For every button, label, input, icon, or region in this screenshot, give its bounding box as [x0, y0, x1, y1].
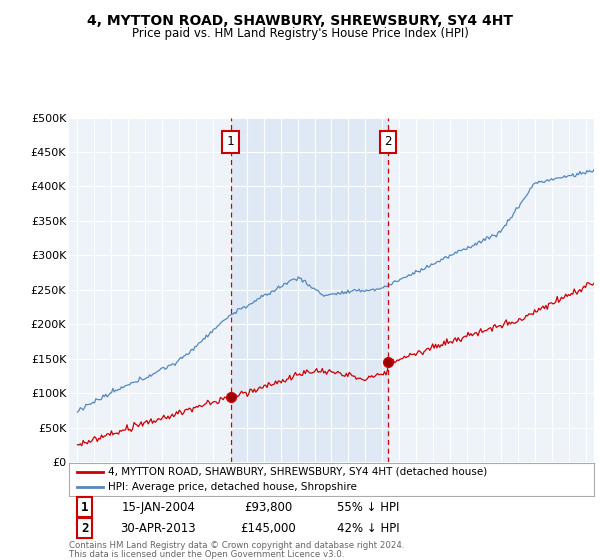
- Text: HPI: Average price, detached house, Shropshire: HPI: Average price, detached house, Shro…: [109, 483, 357, 492]
- Text: 4, MYTTON ROAD, SHAWBURY, SHREWSBURY, SY4 4HT: 4, MYTTON ROAD, SHAWBURY, SHREWSBURY, SY…: [87, 14, 513, 28]
- Text: Price paid vs. HM Land Registry's House Price Index (HPI): Price paid vs. HM Land Registry's House …: [131, 27, 469, 40]
- Text: 1: 1: [81, 501, 89, 514]
- Text: 15-JAN-2004: 15-JAN-2004: [121, 501, 195, 514]
- Text: 2: 2: [384, 135, 392, 148]
- Text: 2: 2: [81, 522, 89, 535]
- Text: £145,000: £145,000: [241, 522, 296, 535]
- Text: 4, MYTTON ROAD, SHAWBURY, SHREWSBURY, SY4 4HT (detached house): 4, MYTTON ROAD, SHAWBURY, SHREWSBURY, SY…: [109, 467, 488, 477]
- Bar: [230, 118, 388, 462]
- Text: 42% ↓ HPI: 42% ↓ HPI: [337, 522, 400, 535]
- Text: 55% ↓ HPI: 55% ↓ HPI: [337, 501, 400, 514]
- Text: This data is licensed under the Open Government Licence v3.0.: This data is licensed under the Open Gov…: [69, 550, 344, 559]
- Text: 1: 1: [227, 135, 235, 148]
- Text: £93,800: £93,800: [244, 501, 293, 514]
- Text: 30-APR-2013: 30-APR-2013: [121, 522, 196, 535]
- Text: Contains HM Land Registry data © Crown copyright and database right 2024.: Contains HM Land Registry data © Crown c…: [69, 541, 404, 550]
